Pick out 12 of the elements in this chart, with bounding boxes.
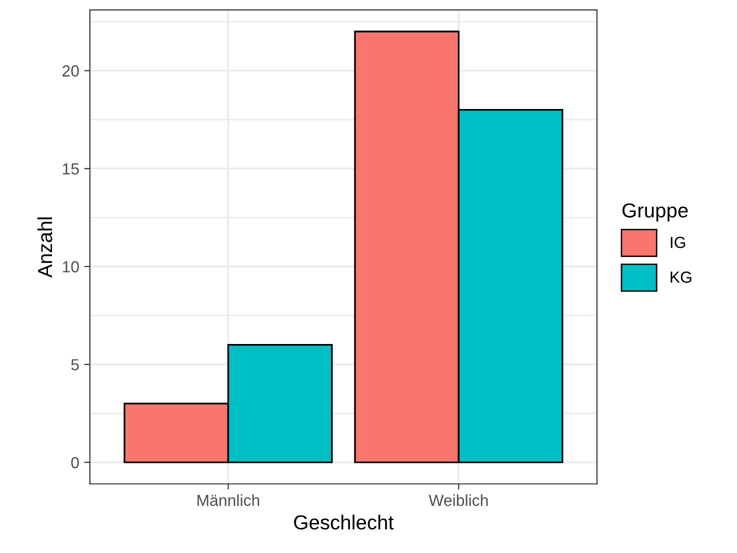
y-tick-label: 10 [62, 261, 79, 272]
legend-title: Gruppe [622, 203, 688, 222]
x-tick-label: Weiblich [428, 494, 488, 506]
x-axis-title: Geschlecht [294, 514, 394, 530]
y-tick-label: 15 [62, 163, 79, 175]
legend-label: KG [670, 272, 692, 283]
y-axis-title: Anzahl [37, 217, 52, 278]
legend-label: IG [670, 236, 686, 248]
y-tick-label: 0 [71, 456, 79, 468]
x-tick-label: Männlich [198, 494, 260, 506]
y-tick-label: 20 [62, 65, 79, 77]
y-tick-label: 5 [71, 359, 79, 370]
